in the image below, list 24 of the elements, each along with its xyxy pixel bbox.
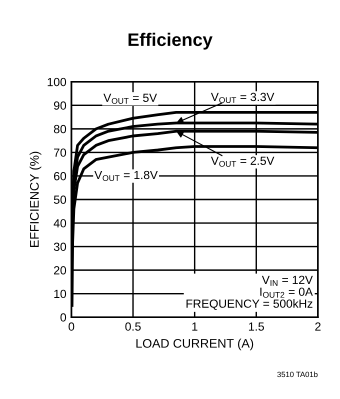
annotation: V$_{OUT}$ = 2.5V: [210, 156, 274, 167]
x-axis-title: LOAD CURRENT (A): [136, 338, 254, 350]
y-tick-label: 60: [54, 172, 66, 180]
y-axis-title: EFFICIENCY (%): [30, 152, 42, 247]
y-tick-label: 100: [48, 78, 66, 86]
x-tick-label: 2: [315, 322, 321, 331]
annotation: V$_{OUT}$ = 5V: [103, 94, 157, 104]
y-tick-label: 70: [54, 148, 66, 157]
chart-title: Efficiency: [128, 32, 213, 50]
y-tick-label: 80: [54, 124, 66, 134]
y-tick-label: 50: [54, 196, 66, 204]
annotation: V$_{OUT}$ = 3.3V: [210, 92, 274, 103]
x-tick-label: 0: [68, 322, 74, 331]
y-tick-label: 40: [54, 219, 66, 228]
x-tick-label: 0.5: [125, 322, 141, 331]
x-tick-label: 1.5: [248, 322, 264, 331]
annotation: V$_{OUT}$ = 1.8V: [94, 170, 158, 182]
y-tick-label: 30: [54, 242, 66, 251]
y-tick-label: 90: [54, 101, 66, 110]
text: V$_{IN}$ = 12V I$_{OUT2}$ = 0A FREQUENCY = 500kHz: [186, 276, 313, 310]
x-tick-label: 1: [192, 322, 198, 331]
y-tick-label: 0: [60, 313, 66, 322]
y-tick-label: 20: [54, 266, 66, 275]
y-tick-label: 10: [54, 290, 66, 298]
